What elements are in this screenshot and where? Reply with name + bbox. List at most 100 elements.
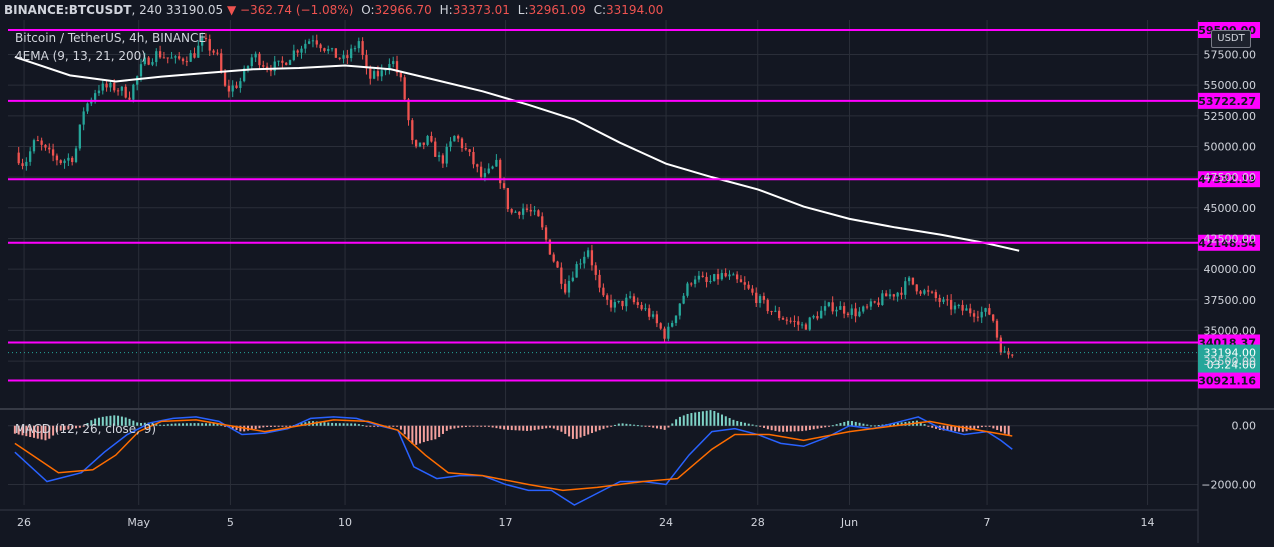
candle-body [598, 274, 601, 288]
price-tick-label: 40000.00 [1204, 263, 1257, 276]
candle-body [606, 295, 609, 300]
candle-body [705, 276, 708, 282]
macd-histogram-bar [491, 425, 494, 428]
macd-histogram-bar [556, 425, 559, 431]
candle-body [139, 64, 143, 77]
macd-histogram-bar [816, 425, 819, 429]
close-label: C: [593, 3, 607, 17]
macd-histogram-bar [900, 422, 903, 426]
candle-body [499, 159, 502, 184]
time-axis-label: 7 [984, 516, 991, 529]
candle-body [327, 49, 330, 51]
candle-body [667, 326, 670, 339]
candle-body [71, 157, 74, 162]
candle-body [594, 265, 597, 275]
candle-body [453, 135, 456, 142]
high-value: 33373.01 [452, 3, 510, 17]
candle-body [781, 317, 785, 320]
macd-histogram-bar [583, 425, 586, 436]
price-tick-label: 42500.00 [1204, 232, 1257, 245]
macd-histogram-bar [231, 425, 234, 429]
macd-tick-label: 0.00 [1232, 420, 1257, 433]
candle-body [243, 68, 246, 82]
macd-histogram-bar [820, 425, 823, 428]
interval[interactable]: 240 [139, 3, 163, 17]
candle-body [617, 300, 620, 303]
candle-body [854, 308, 857, 317]
macd-histogram-bar [285, 425, 288, 427]
macd-histogram-bar [464, 425, 467, 428]
candle-body [552, 254, 555, 262]
candle-body [590, 250, 594, 266]
macd-histogram-bar [468, 425, 471, 427]
macd-histogram-bar [499, 425, 502, 429]
macd-histogram-bar [120, 416, 123, 426]
candle-body [907, 277, 911, 282]
candle-body [319, 44, 322, 49]
macd-histogram-bar [117, 415, 120, 426]
series-legend[interactable]: Bitcoin / TetherUS, 4h, BINANCE [15, 31, 206, 45]
macd-histogram-bar [621, 423, 624, 426]
macd-histogram-bar [159, 424, 162, 426]
candle-body [143, 57, 146, 65]
price-tick-label: 52500.00 [1204, 110, 1257, 123]
macd-histogram-bar [877, 425, 880, 427]
candle-body [365, 55, 368, 69]
currency-selector[interactable]: USDT [1211, 30, 1251, 48]
candle-body [392, 61, 395, 65]
macd-histogram-bar [407, 425, 410, 440]
macd-histogram-bar [678, 416, 681, 426]
candle-body [892, 294, 895, 297]
macd-histogram-bar [365, 425, 368, 427]
macd-histogram-bar [793, 425, 796, 432]
macd-histogram-bar [732, 419, 735, 426]
candle-body [751, 288, 754, 293]
candle-body [648, 308, 651, 317]
candle-body [735, 274, 739, 280]
candle-body [384, 69, 387, 71]
candle-body [709, 281, 712, 283]
macd-legend[interactable]: MACD (12, 26, close, 9) [15, 422, 157, 436]
candle-body [334, 48, 338, 58]
candle-body [586, 250, 590, 257]
macd-histogram-bar [323, 422, 326, 426]
symbol[interactable]: BINANCE:BTCUSDT [4, 3, 132, 17]
level-badge [1198, 171, 1260, 188]
bar-countdown: 03:24:00 [1207, 359, 1256, 372]
candle-body [113, 82, 116, 91]
macd-histogram-bar [75, 425, 78, 429]
time-axis-label: 5 [227, 516, 234, 529]
candle-body [124, 86, 127, 98]
macd-histogram-bar [717, 412, 720, 426]
macd-histogram-bar [457, 425, 460, 428]
macd-histogram-bar [858, 422, 861, 426]
macd-histogram-bar [204, 423, 207, 426]
macd-histogram-bar [182, 423, 185, 426]
candle-body [602, 287, 605, 296]
macd-histogram-bar [327, 422, 330, 426]
macd-histogram-bar [839, 423, 842, 426]
candle-body [858, 311, 861, 317]
macd-histogram-bar [495, 425, 498, 429]
candle-body [227, 85, 231, 92]
macd-histogram-bar [942, 425, 945, 431]
candle-body [487, 168, 490, 174]
candle-body [304, 43, 307, 49]
macd-histogram-bar [923, 424, 926, 426]
candle-body [269, 69, 273, 72]
candle-body [376, 71, 380, 77]
macd-histogram-bar [208, 423, 211, 426]
candle-body [728, 274, 731, 277]
candle-body [934, 292, 937, 298]
macd-histogram-bar [109, 415, 112, 426]
ema-legend[interactable]: 4EMA (9, 13, 21, 200) [15, 49, 146, 63]
macd-histogram-bar [476, 425, 479, 427]
level-label: 47332.19 [1198, 173, 1256, 186]
macd-histogram-bar [319, 421, 322, 426]
macd-histogram-bar [185, 423, 188, 426]
macd-histogram-bar [338, 423, 341, 426]
candle-body [185, 61, 188, 63]
macd-histogram-bar [32, 425, 35, 438]
